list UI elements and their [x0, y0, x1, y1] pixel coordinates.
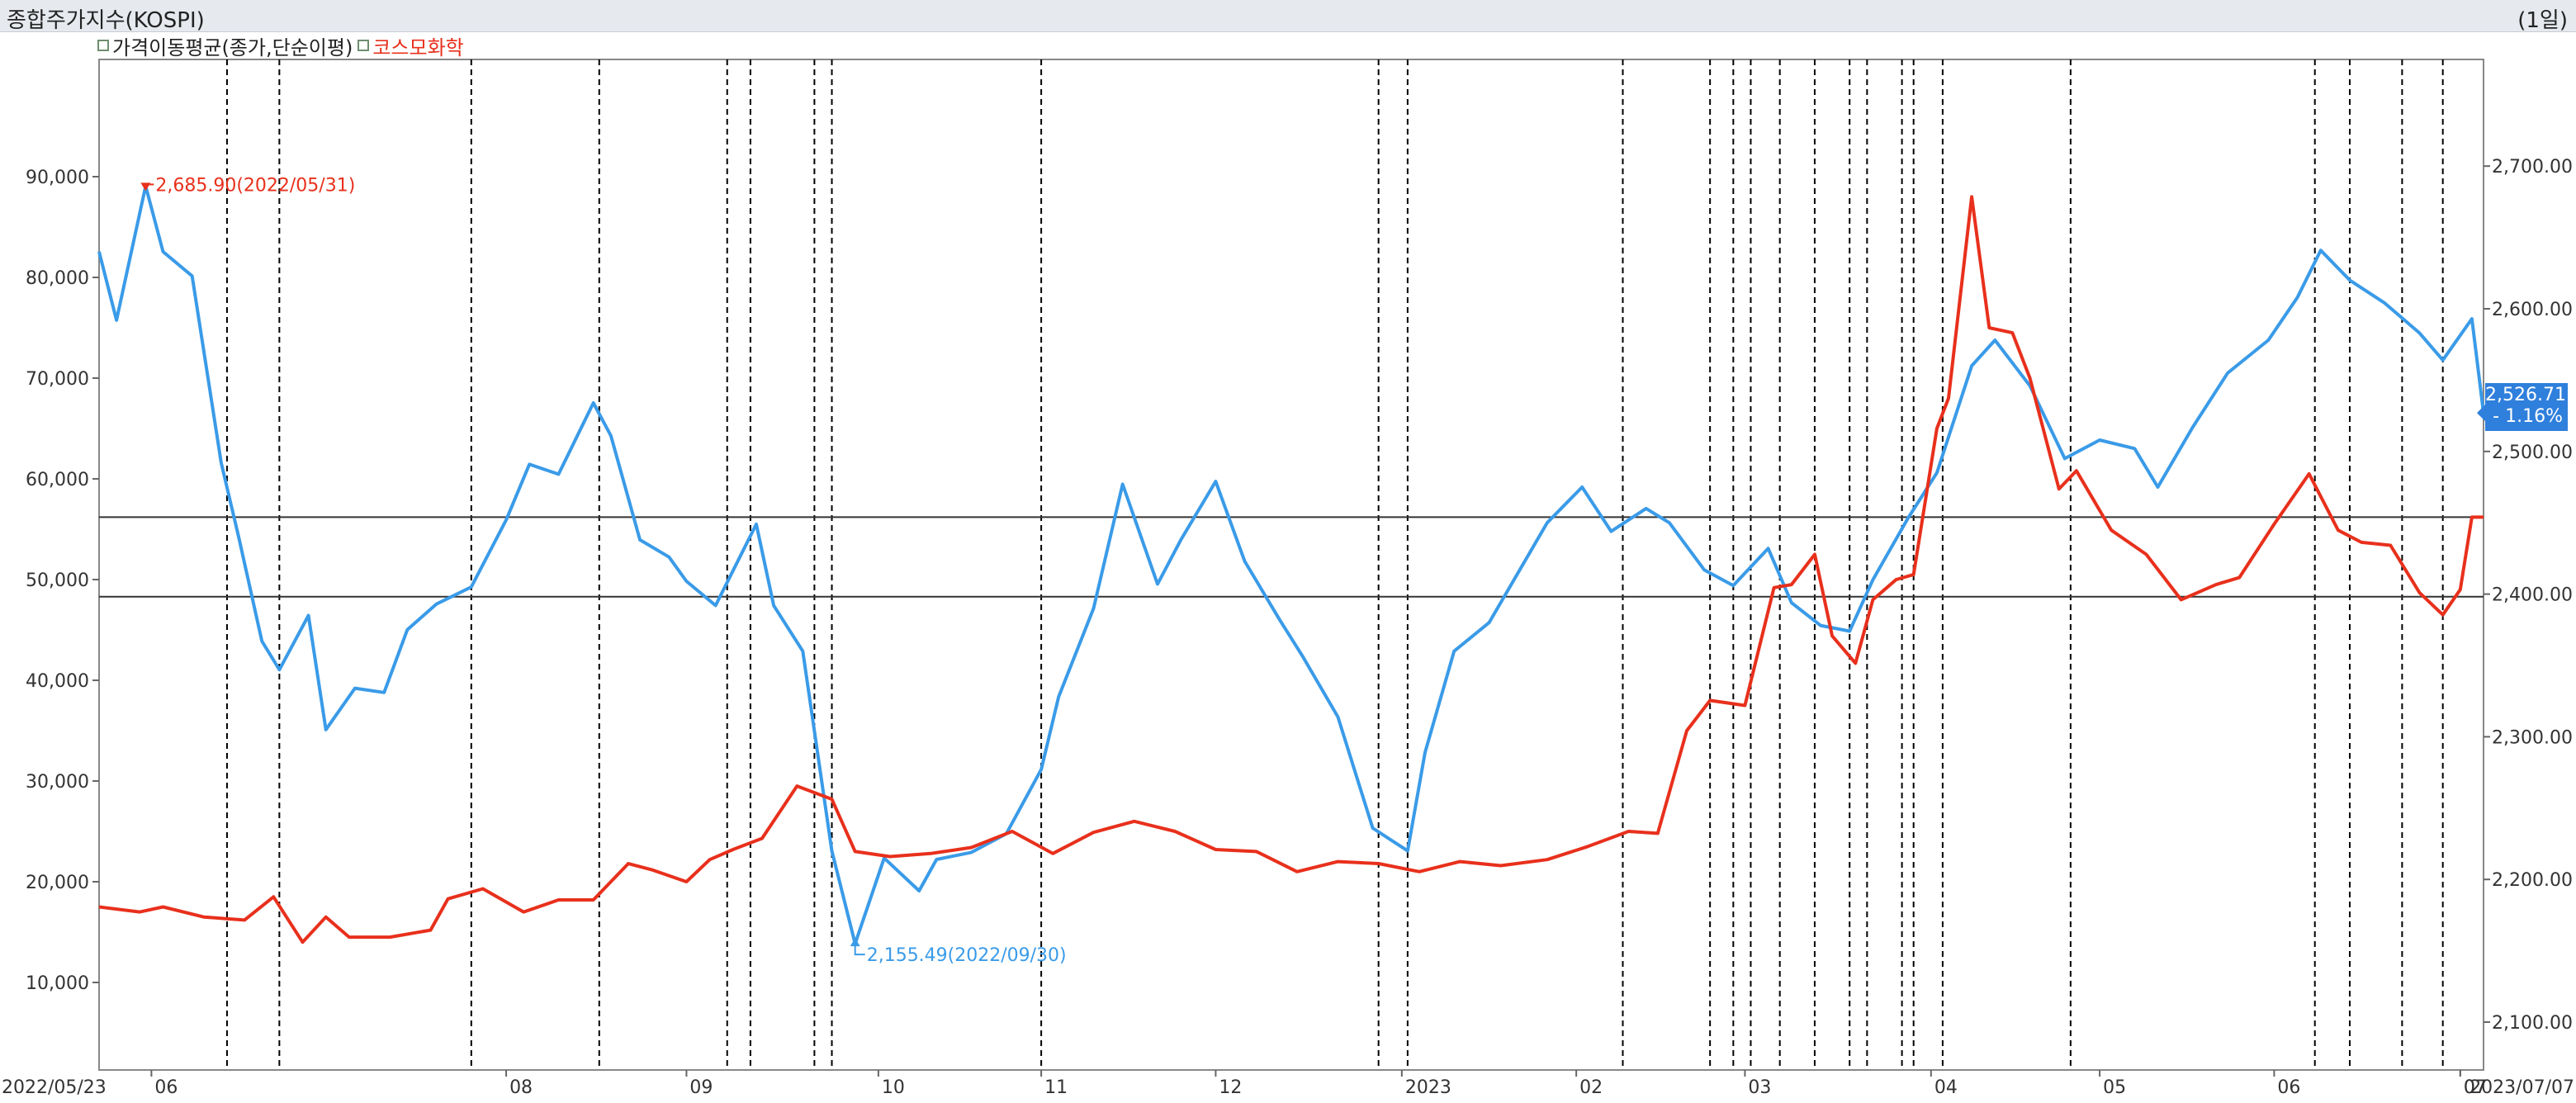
low-marker-icon: [850, 938, 860, 947]
current-price-change: - 1.16%: [2493, 406, 2563, 427]
x-axis-tick-label: 10: [882, 1077, 905, 1098]
left-axis-tick-label: 70,000: [26, 369, 89, 390]
current-price-value: 2,526.71: [2485, 385, 2566, 405]
left-axis-tick-label: 40,000: [26, 671, 89, 692]
annotation-low: 2,155.49(2022/09/30): [867, 945, 1067, 966]
left-axis-tick-label: 20,000: [26, 873, 89, 893]
right-axis-tick-label: 2,300.00: [2492, 727, 2573, 748]
left-axis-tick-label: 90,000: [26, 168, 89, 188]
x-axis-tick-label: 12: [1219, 1077, 1242, 1098]
x-axis-tick-label: 02: [1579, 1077, 1603, 1098]
legend-item-moving-average[interactable]: 가격이동평균(종가,단순이평): [97, 31, 353, 60]
left-axis-tick-label: 60,000: [26, 470, 89, 490]
legend-label-stock: 코스모화학: [372, 36, 464, 59]
x-axis-tick-label: 07: [2464, 1077, 2487, 1098]
x-axis-tick-label: 2022/05/23: [2, 1077, 107, 1098]
legend: 가격이동평균(종가,단순이평) 코스모화학: [97, 31, 464, 59]
x-axis-tick-label: 09: [689, 1077, 713, 1098]
right-axis-tick-label: 2,400.00: [2492, 585, 2573, 606]
period-label[interactable]: (1일): [2517, 8, 2568, 33]
right-axis-tick-label: 2,100.00: [2492, 1013, 2573, 1034]
right-axis-tick-label: 2,200.00: [2492, 870, 2573, 891]
x-axis-tick-label: 07: [2464, 1077, 2487, 1098]
x-axis-tick-label: 06: [154, 1077, 178, 1098]
legend-item-stock[interactable]: 코스모화학: [358, 31, 464, 60]
x-axis-tick-label: 08: [509, 1077, 533, 1098]
left-axis-tick-label: 80,000: [26, 268, 89, 289]
legend-label-moving-average: 가격이동평균(종가,단순이평): [112, 36, 353, 59]
checkbox-icon[interactable]: [97, 40, 109, 51]
current-price-box: 2,526.71 - 1.16%: [2485, 383, 2568, 431]
right-axis-tick-label: 2,500.00: [2492, 443, 2573, 463]
x-axis-tick-label: 2023: [1405, 1077, 1451, 1098]
x-axis-tick-label: 03: [1748, 1077, 1771, 1098]
checkbox-icon[interactable]: [358, 40, 370, 51]
x-axis-tick-label: 06: [2277, 1077, 2300, 1098]
annotation-leader: [854, 943, 865, 956]
chart-title: 종합주가지수(KOSPI): [7, 8, 205, 33]
x-axis-tick-label: 04: [1934, 1077, 1958, 1098]
left-axis-tick-label: 30,000: [26, 772, 89, 793]
x-axis-tick-label: 2023/07/07: [2469, 1077, 2574, 1098]
annotation-high: 2,685.90(2022/05/31): [155, 175, 355, 196]
left-axis-tick-label: 10,000: [26, 973, 89, 994]
series-line-stock: [98, 195, 2484, 944]
right-axis-tick-label: 2,700.00: [2492, 157, 2573, 178]
x-axis-tick-label: 05: [2103, 1077, 2126, 1098]
x-axis-tick-label: 11: [1044, 1077, 1068, 1098]
left-axis-tick-label: 50,000: [26, 570, 89, 591]
series-line-kospi: [97, 184, 2485, 945]
chart-header: 종합주가지수(KOSPI) (1일): [0, 0, 2576, 33]
plot-frame: [98, 59, 2484, 1071]
right-axis-tick-label: 2,600.00: [2492, 300, 2573, 320]
current-price-pointer-icon: [2477, 403, 2487, 424]
